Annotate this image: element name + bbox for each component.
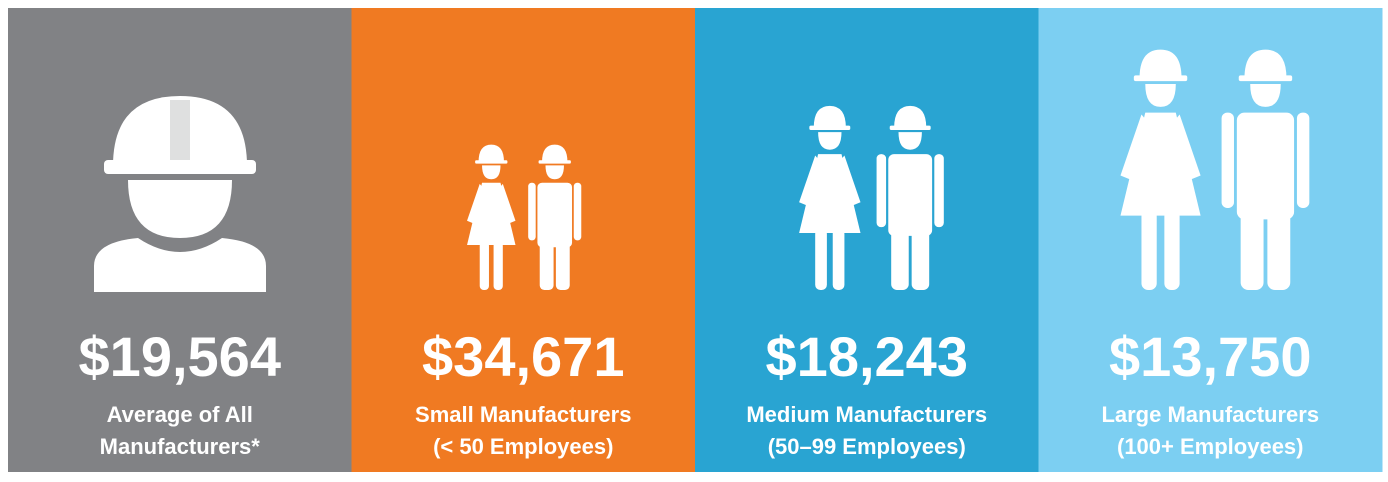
panel-label: (50–99 Employees) <box>768 434 966 459</box>
panel-label: Small Manufacturers <box>415 402 631 427</box>
panel-label: Manufacturers* <box>100 434 261 459</box>
panel <box>695 8 1039 472</box>
panel <box>1038 8 1383 472</box>
panel-label: Medium Manufacturers <box>746 402 987 427</box>
panel <box>351 8 696 472</box>
panel <box>8 8 352 472</box>
panel-label: (100+ Employees) <box>1117 434 1303 459</box>
worker-bust-icon <box>94 96 266 292</box>
panel-label: Large Manufacturers <box>1101 402 1319 427</box>
panel-label: (< 50 Employees) <box>433 434 613 459</box>
panel-value: $34,671 <box>422 325 624 388</box>
panel-value: $18,243 <box>766 325 968 388</box>
panel-value: $13,750 <box>1109 325 1311 388</box>
panel-label: Average of All <box>107 402 253 427</box>
panel-value: $19,564 <box>79 325 281 388</box>
